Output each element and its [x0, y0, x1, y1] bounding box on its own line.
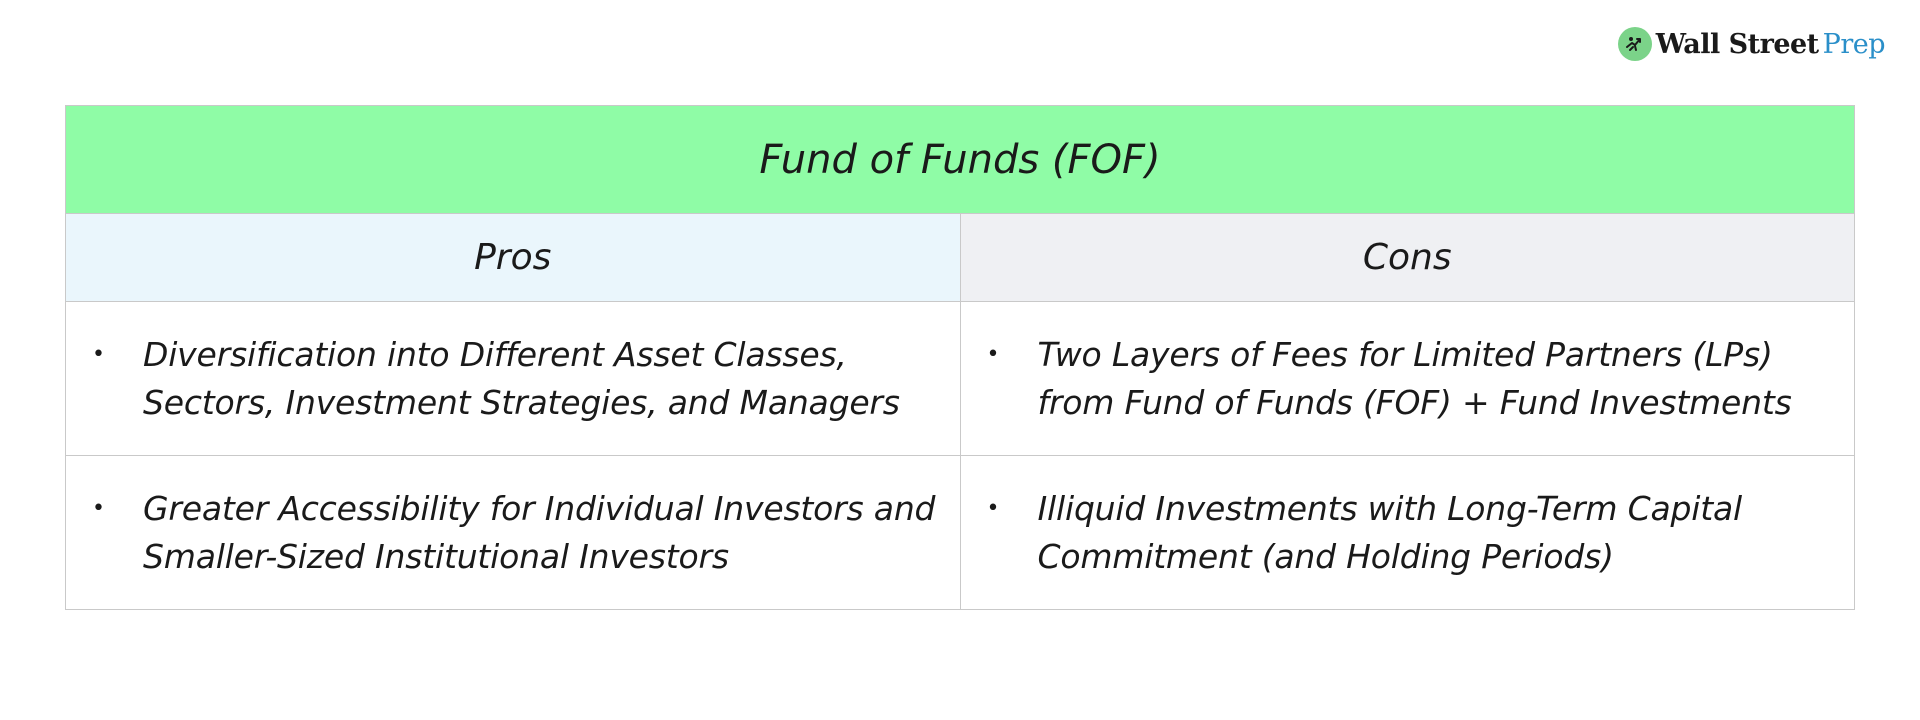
list-item: • Greater Accessibility for Individual I…: [66, 485, 960, 581]
table-row: • Diversification into Different Asset C…: [65, 301, 1855, 456]
pro-text: Diversification into Different Asset Cla…: [143, 334, 900, 422]
brand-logo: Wall Street Prep: [1617, 24, 1886, 64]
table-title: Fund of Funds (FOF): [65, 105, 1855, 214]
table-row: • Greater Accessibility for Individual I…: [65, 455, 1855, 610]
con-cell: • Illiquid Investments with Long-Term Ca…: [959, 455, 1855, 610]
bullet-icon: •: [986, 495, 1000, 521]
con-text: Illiquid Investments with Long-Term Capi…: [1037, 488, 1743, 576]
bullet-icon: •: [92, 341, 105, 367]
pros-cons-table: Fund of Funds (FOF) Pros Cons • Diversif…: [65, 105, 1855, 610]
pro-text: Greater Accessibility for Individual Inv…: [143, 488, 936, 576]
brand-name: Wall Street Prep: [1655, 28, 1886, 60]
list-item: • Diversification into Different Asset C…: [66, 331, 960, 427]
pros-header: Pros: [65, 213, 961, 302]
con-text: Two Layers of Fees for Limited Partners …: [1037, 334, 1792, 422]
bullet-icon: •: [92, 495, 105, 521]
cons-header: Cons: [959, 213, 1855, 302]
pro-cell: • Greater Accessibility for Individual I…: [65, 455, 961, 610]
brand-name-part2: Prep: [1822, 28, 1886, 60]
con-cell: • Two Layers of Fees for Limited Partner…: [959, 301, 1855, 456]
bull-logo-icon: [1617, 27, 1652, 61]
list-item: • Two Layers of Fees for Limited Partner…: [961, 331, 1855, 427]
list-item: • Illiquid Investments with Long-Term Ca…: [961, 485, 1855, 581]
brand-name-part1: Wall Street: [1655, 28, 1819, 60]
pro-cell: • Diversification into Different Asset C…: [65, 301, 961, 456]
bullet-icon: •: [986, 341, 1000, 367]
